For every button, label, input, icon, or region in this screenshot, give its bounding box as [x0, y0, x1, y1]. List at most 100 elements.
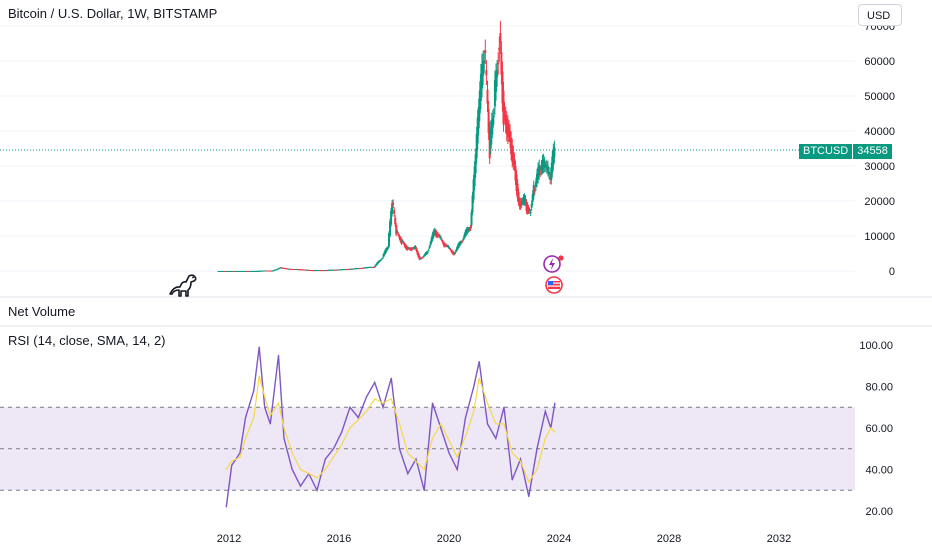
- candle-body: [245, 270, 248, 272]
- candle-body: [289, 268, 292, 270]
- candle-body: [368, 266, 371, 268]
- rsi-ma-line-point: [316, 477, 318, 479]
- candle-body: [510, 138, 513, 155]
- candle-body: [375, 263, 378, 266]
- rsi-ma-line-point: [231, 460, 233, 462]
- candle-body: [283, 268, 286, 270]
- candle-body: [355, 268, 358, 270]
- candle-body: [426, 252, 429, 254]
- candle-body: [483, 60, 486, 64]
- candle-body: [542, 159, 545, 169]
- candle-body: [490, 120, 493, 138]
- rsi-line-point: [374, 381, 376, 383]
- candle-body: [401, 241, 404, 243]
- candle-body: [537, 167, 540, 179]
- candle-body: [493, 80, 496, 107]
- time-axis-tick: 2020: [437, 533, 461, 545]
- rsi-line-point: [423, 489, 425, 491]
- candle-body: [536, 173, 538, 183]
- candle-body: [343, 269, 346, 271]
- candle-body: [264, 270, 267, 272]
- candle-body: [225, 270, 228, 272]
- candle-body: [300, 269, 303, 271]
- candle-body: [230, 270, 233, 272]
- flag-event-icon[interactable]: [542, 276, 566, 294]
- candle-body: [377, 261, 380, 264]
- candle-body: [466, 228, 469, 233]
- candle-body: [294, 269, 297, 271]
- candle-body: [502, 90, 505, 125]
- rsi-ma-line-point: [431, 437, 434, 439]
- candle-body: [548, 171, 551, 175]
- candle-body: [311, 270, 314, 272]
- candle-body: [342, 269, 345, 271]
- lightning-event-icon[interactable]: [542, 254, 566, 274]
- candle-body: [228, 270, 231, 272]
- candle-body: [348, 268, 351, 270]
- candle-body: [217, 270, 220, 272]
- price-axis-tick: 10000: [864, 231, 895, 243]
- last-price-tag: BTCUSD 34558: [799, 144, 892, 159]
- rsi-ma-line-point: [415, 460, 417, 462]
- rsi-axis-tick: 80.00: [865, 382, 893, 394]
- candle-body: [397, 234, 400, 236]
- candle-body: [253, 270, 256, 272]
- time-axis-tick: 2032: [767, 533, 791, 545]
- candle-body: [390, 211, 393, 225]
- x-axis: 2012 2016 2020 2024 2028 2032: [217, 533, 791, 545]
- candle-body: [369, 266, 372, 268]
- rsi-ma-line-point: [357, 419, 359, 421]
- candle-body: [407, 247, 410, 249]
- candle-body: [425, 252, 428, 255]
- rsi-line-point: [495, 437, 497, 439]
- rsi-line-point: [277, 354, 280, 356]
- candle-body: [506, 122, 509, 138]
- candle-body: [333, 269, 336, 271]
- candle-body: [349, 268, 352, 270]
- candle-body: [451, 251, 454, 254]
- candle-body: [527, 208, 530, 211]
- candle-body: [529, 212, 532, 214]
- candle-body: [274, 269, 277, 271]
- rsi-line-point: [341, 431, 343, 433]
- candle-body: [461, 241, 464, 243]
- rsi-line-point: [239, 452, 241, 454]
- candle-body: [516, 183, 519, 198]
- candle-body: [314, 270, 317, 272]
- candle-body: [308, 269, 311, 271]
- candle-body: [549, 177, 552, 180]
- candle-body: [449, 249, 452, 251]
- rsi-line-point: [448, 452, 450, 454]
- candle-body: [260, 270, 263, 272]
- candle-body: [400, 239, 403, 244]
- currency-button[interactable]: USD: [858, 4, 902, 26]
- candle-body: [509, 131, 512, 142]
- rsi-ma-line-point: [258, 375, 260, 377]
- rsi-line-point: [519, 458, 522, 460]
- candle-body: [478, 90, 481, 114]
- candle-body: [351, 268, 354, 270]
- candle-body: [445, 245, 448, 247]
- candle-body: [235, 270, 238, 272]
- rsi-ma-line-point: [291, 452, 293, 454]
- rsi-ma-line-point: [544, 437, 546, 439]
- candle-body: [261, 270, 264, 272]
- time-axis-tick: 2024: [547, 533, 571, 545]
- rsi-ma-line-point: [239, 456, 241, 458]
- candle-body: [514, 166, 517, 181]
- candle-body: [263, 270, 266, 272]
- rsi-pane: 20.00 40.00 60.00 80.00 100.00: [0, 340, 893, 518]
- rsi-line-point: [258, 346, 260, 348]
- candle-body: [279, 267, 282, 269]
- candle-body: [277, 268, 280, 270]
- candle-body: [240, 270, 243, 272]
- candle-body: [435, 232, 438, 237]
- candle-body: [358, 268, 361, 270]
- rsi-ma-line-point: [341, 444, 343, 446]
- candle-body: [432, 231, 435, 237]
- candle-body: [296, 269, 299, 271]
- rsi-ma-line-point: [382, 402, 384, 404]
- candle-body: [409, 248, 412, 250]
- candle-body: [460, 241, 463, 243]
